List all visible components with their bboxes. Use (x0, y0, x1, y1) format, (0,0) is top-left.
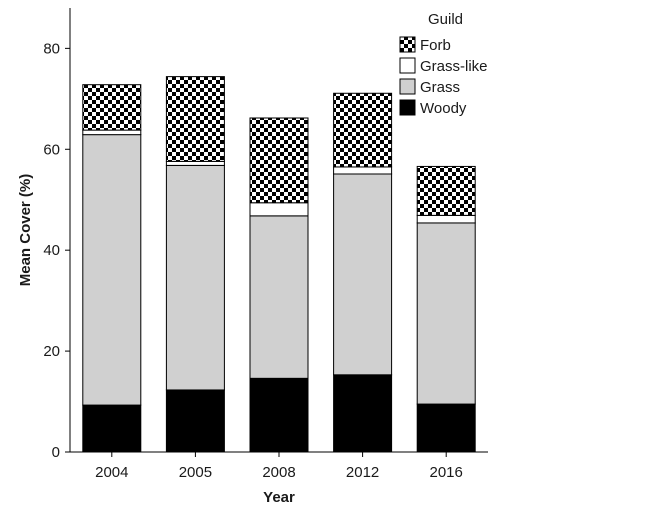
y-tick-label-60: 60 (43, 141, 60, 158)
legend: Guild Forb Grass-like Grass Woody (399, 11, 488, 117)
x-tick-label-2016: 2016 (430, 464, 463, 481)
bar-2005-grass-like (165, 160, 225, 166)
bar-2016-woody (416, 403, 476, 453)
bar-2008-grass-like (249, 202, 309, 217)
bar-2004-forb (82, 84, 142, 131)
y-tick-label-80: 80 (43, 40, 60, 57)
legend-label-grass: Grass (420, 79, 460, 96)
bar-2016-forb (416, 165, 476, 216)
x-tick-label-2004: 2004 (95, 464, 128, 481)
bar-2008-woody (249, 377, 309, 453)
legend-swatch-forb (399, 36, 416, 53)
bar-2005-woody (165, 389, 225, 453)
bar-2012-woody (333, 374, 393, 453)
legend-label-grass-like: Grass-like (420, 58, 488, 75)
x-tick-label-2008: 2008 (262, 464, 295, 481)
bars-group (82, 76, 476, 453)
bar-2012-grass-like (333, 166, 393, 175)
bar-2016-grass-like (416, 214, 476, 224)
y-tick-label-20: 20 (43, 343, 60, 360)
bar-2005-forb (165, 76, 225, 162)
bar-2008-forb (249, 117, 309, 204)
legend-swatch-woody (399, 99, 416, 116)
x-axis-title: Year (263, 489, 295, 506)
legend-title: Guild (428, 11, 463, 28)
legend-swatch-grass-like (399, 57, 416, 74)
x-tick-label-2012: 2012 (346, 464, 379, 481)
bar-2004-woody (82, 404, 142, 453)
legend-swatch-grass (399, 78, 416, 95)
axes-group: 2004 2005 2008 2012 2016 0 20 40 60 80 (43, 8, 488, 481)
x-tick-label-2005: 2005 (179, 464, 212, 481)
legend-label-woody: Woody (420, 100, 467, 117)
bar-2012-forb (333, 92, 393, 168)
bar-2012-grass (333, 173, 393, 376)
bar-2005-grass (165, 164, 225, 391)
bar-2004-grass-like (82, 129, 142, 136)
bar-2004-grass (82, 134, 142, 406)
bar-2008-grass (249, 215, 309, 379)
y-axis-title: Mean Cover (%) (17, 174, 34, 287)
legend-label-forb: Forb (420, 37, 451, 54)
y-tick-label-0: 0 (52, 444, 60, 461)
bar-2016-grass (416, 222, 476, 405)
y-tick-label-40: 40 (43, 242, 60, 259)
